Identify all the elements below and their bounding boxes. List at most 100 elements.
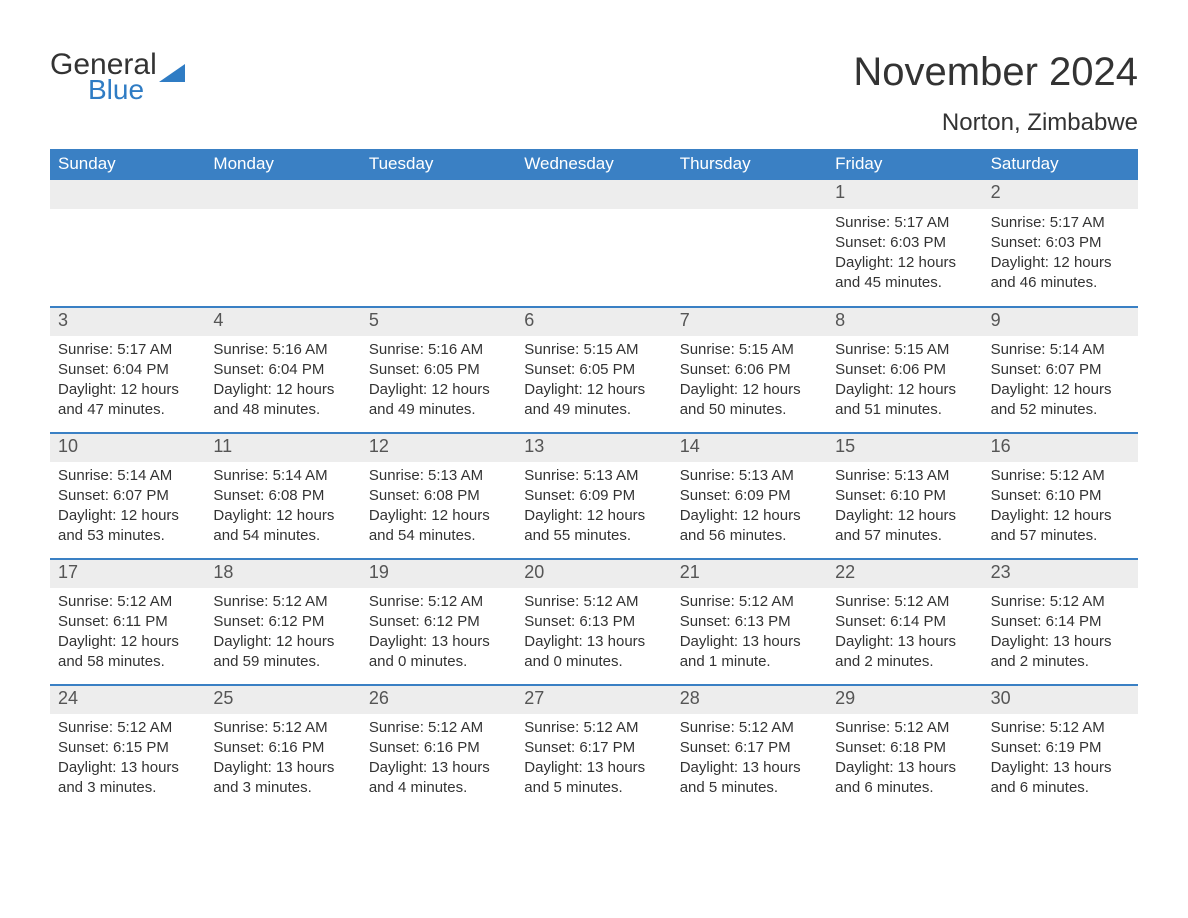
weekday-header: Sunday (50, 149, 205, 180)
day-number: 14 (672, 434, 827, 462)
day-number: 18 (205, 560, 360, 588)
weekday-header: Monday (205, 149, 360, 180)
day-cell (516, 209, 671, 307)
day-number: 13 (516, 434, 671, 462)
sunrise-text: Sunrise: 5:12 AM (369, 592, 508, 612)
sunset-text: Sunset: 6:05 PM (369, 360, 508, 380)
day-number (205, 180, 360, 209)
day-number: 6 (516, 308, 671, 336)
day-number: 15 (827, 434, 982, 462)
day-cell: Sunrise: 5:12 AMSunset: 6:11 PMDaylight:… (50, 588, 205, 685)
day-number-row: 24252627282930 (50, 686, 1138, 714)
day-number: 27 (516, 686, 671, 714)
sunset-text: Sunset: 6:10 PM (835, 486, 974, 506)
day-cell: Sunrise: 5:12 AMSunset: 6:13 PMDaylight:… (672, 588, 827, 685)
day-cell: Sunrise: 5:14 AMSunset: 6:07 PMDaylight:… (983, 336, 1138, 433)
daylight-text: and 46 minutes. (991, 273, 1130, 293)
day-number: 5 (361, 308, 516, 336)
daylight-text: and 54 minutes. (213, 526, 352, 546)
daylight-text: Daylight: 12 hours (369, 506, 508, 526)
daylight-text: and 5 minutes. (524, 778, 663, 798)
daylight-text: Daylight: 12 hours (835, 380, 974, 400)
daylight-text: Daylight: 12 hours (680, 380, 819, 400)
daylight-text: Daylight: 12 hours (58, 506, 197, 526)
day-number: 26 (361, 686, 516, 714)
sunset-text: Sunset: 6:06 PM (680, 360, 819, 380)
sunrise-text: Sunrise: 5:15 AM (524, 340, 663, 360)
day-number: 24 (50, 686, 205, 714)
day-cell (672, 209, 827, 307)
page-title: November 2024 (853, 50, 1138, 95)
daylight-text: and 5 minutes. (680, 778, 819, 798)
sunset-text: Sunset: 6:03 PM (835, 233, 974, 253)
sunset-text: Sunset: 6:07 PM (991, 360, 1130, 380)
daylight-text: and 0 minutes. (524, 652, 663, 672)
day-number: 8 (827, 308, 982, 336)
daylight-text: Daylight: 13 hours (369, 758, 508, 778)
sunset-text: Sunset: 6:08 PM (213, 486, 352, 506)
daylight-text: Daylight: 12 hours (369, 380, 508, 400)
day-cell: Sunrise: 5:16 AMSunset: 6:05 PMDaylight:… (361, 336, 516, 433)
sunset-text: Sunset: 6:10 PM (991, 486, 1130, 506)
sunrise-text: Sunrise: 5:12 AM (680, 592, 819, 612)
daylight-text: and 6 minutes. (991, 778, 1130, 798)
daylight-text: Daylight: 12 hours (991, 253, 1130, 273)
day-cell: Sunrise: 5:12 AMSunset: 6:13 PMDaylight:… (516, 588, 671, 685)
daylight-text: and 1 minute. (680, 652, 819, 672)
sunset-text: Sunset: 6:12 PM (369, 612, 508, 632)
daylight-text: and 2 minutes. (991, 652, 1130, 672)
sunset-text: Sunset: 6:09 PM (524, 486, 663, 506)
day-cell (361, 209, 516, 307)
day-number: 25 (205, 686, 360, 714)
daylight-text: Daylight: 12 hours (524, 380, 663, 400)
calendar-week: 10111213141516Sunrise: 5:14 AMSunset: 6:… (50, 432, 1138, 558)
day-number: 9 (983, 308, 1138, 336)
sunrise-text: Sunrise: 5:12 AM (991, 592, 1130, 612)
sunrise-text: Sunrise: 5:12 AM (991, 718, 1130, 738)
day-cell: Sunrise: 5:17 AMSunset: 6:03 PMDaylight:… (983, 209, 1138, 307)
sunset-text: Sunset: 6:11 PM (58, 612, 197, 632)
sunrise-text: Sunrise: 5:13 AM (524, 466, 663, 486)
day-cell: Sunrise: 5:12 AMSunset: 6:16 PMDaylight:… (205, 714, 360, 811)
weekday-header: Wednesday (516, 149, 671, 180)
sunset-text: Sunset: 6:06 PM (835, 360, 974, 380)
day-cell: Sunrise: 5:17 AMSunset: 6:03 PMDaylight:… (827, 209, 982, 307)
day-cell: Sunrise: 5:12 AMSunset: 6:18 PMDaylight:… (827, 714, 982, 811)
day-cell: Sunrise: 5:16 AMSunset: 6:04 PMDaylight:… (205, 336, 360, 433)
day-number: 4 (205, 308, 360, 336)
daylight-text: Daylight: 13 hours (680, 632, 819, 652)
logo-triangle-icon (159, 64, 185, 82)
sunrise-text: Sunrise: 5:14 AM (58, 466, 197, 486)
sunset-text: Sunset: 6:13 PM (680, 612, 819, 632)
day-number: 10 (50, 434, 205, 462)
sunrise-text: Sunrise: 5:12 AM (680, 718, 819, 738)
daylight-text: and 56 minutes. (680, 526, 819, 546)
weekday-header: Thursday (672, 149, 827, 180)
daylight-text: and 55 minutes. (524, 526, 663, 546)
day-cell: Sunrise: 5:12 AMSunset: 6:17 PMDaylight:… (672, 714, 827, 811)
daylight-text: Daylight: 13 hours (58, 758, 197, 778)
sunrise-text: Sunrise: 5:16 AM (213, 340, 352, 360)
day-number: 28 (672, 686, 827, 714)
daylight-text: Daylight: 13 hours (835, 758, 974, 778)
sunset-text: Sunset: 6:05 PM (524, 360, 663, 380)
sunrise-text: Sunrise: 5:12 AM (58, 592, 197, 612)
calendar-week: 24252627282930Sunrise: 5:12 AMSunset: 6:… (50, 684, 1138, 810)
daylight-text: Daylight: 12 hours (524, 506, 663, 526)
day-number: 17 (50, 560, 205, 588)
weeks-container: 12Sunrise: 5:17 AMSunset: 6:03 PMDayligh… (50, 180, 1138, 810)
day-number: 30 (983, 686, 1138, 714)
daylight-text: Daylight: 12 hours (991, 506, 1130, 526)
day-cell: Sunrise: 5:13 AMSunset: 6:09 PMDaylight:… (516, 462, 671, 559)
daylight-text: and 59 minutes. (213, 652, 352, 672)
daylight-text: and 47 minutes. (58, 400, 197, 420)
sunset-text: Sunset: 6:08 PM (369, 486, 508, 506)
sunrise-text: Sunrise: 5:13 AM (369, 466, 508, 486)
day-number: 19 (361, 560, 516, 588)
logo-text-block: General Blue (50, 50, 157, 106)
day-cell: Sunrise: 5:12 AMSunset: 6:10 PMDaylight:… (983, 462, 1138, 559)
daylight-text: and 49 minutes. (524, 400, 663, 420)
sunset-text: Sunset: 6:16 PM (213, 738, 352, 758)
daylight-text: Daylight: 12 hours (213, 380, 352, 400)
daylight-text: Daylight: 12 hours (58, 632, 197, 652)
